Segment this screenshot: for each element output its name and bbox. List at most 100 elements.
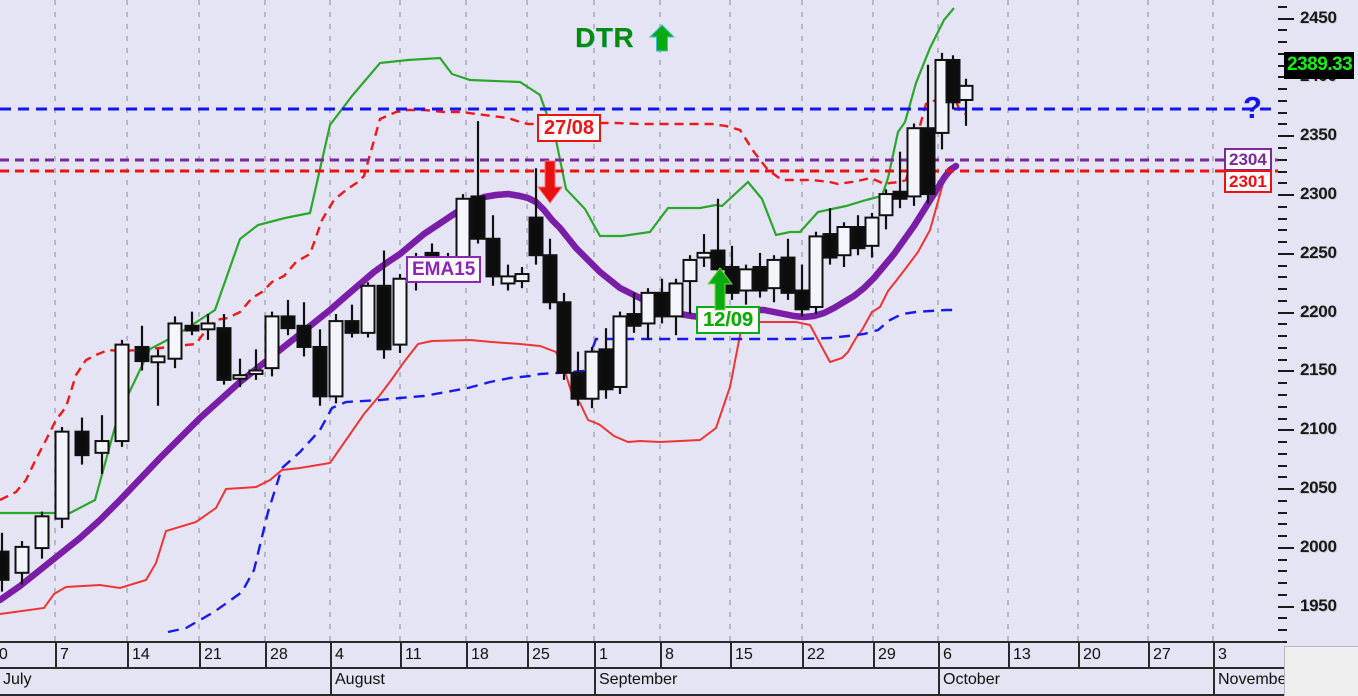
candle-body[interactable] — [612, 315, 628, 388]
candle-body[interactable] — [312, 345, 328, 398]
candle-body[interactable] — [570, 371, 586, 400]
candle-body[interactable] — [710, 249, 726, 271]
y-axis-ticks[interactable]: 2450240023502300225022002150210020502000… — [1278, 0, 1358, 643]
buy-signal-label[interactable]: 12/09 — [696, 306, 761, 334]
y-tick-minor — [1278, 559, 1287, 561]
candle-body[interactable] — [500, 275, 516, 285]
candle-body[interactable] — [470, 195, 486, 240]
x-axis-month-label: November — [1218, 671, 1292, 688]
candle-body[interactable] — [328, 320, 344, 398]
candle-body[interactable] — [584, 350, 600, 400]
y-tick-major — [1278, 135, 1294, 137]
candle-body[interactable] — [696, 251, 712, 259]
candle-body[interactable] — [114, 343, 130, 443]
y-tick-minor — [1278, 570, 1287, 572]
y-tick-minor — [1278, 171, 1287, 173]
candle-body[interactable] — [184, 324, 200, 332]
candle-body[interactable] — [542, 254, 558, 304]
x-axis-day-label: 25 — [532, 646, 550, 663]
x-axis-day-cell[interactable]: 4 — [330, 643, 400, 669]
candle-body[interactable] — [906, 127, 922, 198]
level-tag-2301[interactable]: 2301 — [1224, 170, 1272, 193]
candle-body[interactable] — [376, 284, 392, 351]
candle-body[interactable] — [14, 545, 30, 574]
candle-body[interactable] — [626, 313, 642, 327]
x-axis-month-cell[interactable]: October — [938, 669, 1213, 694]
y-tick-minor — [1278, 323, 1287, 325]
x-axis-day-label: 3 — [1218, 646, 1227, 663]
candle-body[interactable] — [738, 268, 754, 292]
candle-body[interactable] — [296, 324, 312, 348]
candle-body[interactable] — [216, 327, 232, 381]
candle-body[interactable] — [74, 430, 90, 457]
x-axis-day-cell[interactable]: 1 — [594, 643, 660, 669]
candle-body[interactable] — [94, 440, 110, 454]
chart-plot-area[interactable] — [0, 0, 1284, 641]
candle-body[interactable] — [808, 235, 824, 308]
x-axis-day-cell[interactable]: 3 — [1213, 643, 1284, 669]
x-axis-day-cell[interactable]: 21 — [199, 643, 265, 669]
x-axis-month-cell[interactable]: November — [1213, 669, 1292, 694]
candle-body[interactable] — [668, 282, 684, 318]
candle-body[interactable] — [752, 265, 768, 292]
ema15-label[interactable]: EMA15 — [406, 256, 482, 283]
x-axis-month-cell[interactable]: September — [594, 669, 938, 694]
candle-body[interactable] — [200, 322, 216, 331]
x-axis-day-cell[interactable]: 6 — [938, 643, 1008, 669]
sell-signal-label[interactable]: 27/08 — [537, 114, 602, 142]
candle-body[interactable] — [150, 355, 166, 364]
candle-body[interactable] — [280, 315, 296, 330]
x-axis-day-cell[interactable]: 14 — [127, 643, 199, 669]
candle-body[interactable] — [654, 291, 670, 318]
candle-body[interactable] — [598, 348, 614, 391]
x-axis-day-cell[interactable]: 13 — [1008, 643, 1078, 669]
candle-body[interactable] — [864, 216, 880, 247]
x-axis-month-cell[interactable]: July — [0, 669, 330, 694]
x-axis-day-cell[interactable]: 8 — [660, 643, 730, 669]
candle-body[interactable] — [344, 320, 360, 334]
candle-body[interactable] — [392, 277, 408, 346]
y-axis-label: 2350 — [1300, 125, 1337, 144]
candle-body[interactable] — [850, 225, 866, 250]
candle-body[interactable] — [528, 216, 544, 257]
x-axis-day-cell[interactable]: 30 — [0, 643, 55, 669]
candle-body[interactable] — [682, 258, 698, 283]
candle-body[interactable] — [485, 237, 501, 278]
x-axis-day-cell[interactable]: 22 — [802, 643, 873, 669]
candle-body[interactable] — [836, 225, 852, 257]
candle-body[interactable] — [766, 258, 782, 290]
candle-body[interactable] — [34, 515, 50, 550]
candle-body[interactable] — [248, 369, 264, 376]
candle-body[interactable] — [920, 127, 936, 196]
candle-body[interactable] — [514, 273, 530, 283]
x-axis-month-cell[interactable]: August — [330, 669, 594, 694]
x-axis-day-cell[interactable]: 11 — [400, 643, 466, 669]
x-axis-day-cell[interactable]: 18 — [466, 643, 527, 669]
candle-body[interactable] — [360, 284, 376, 334]
series-stop-blue-dashed — [167, 308, 956, 634]
x-axis-day-cell[interactable]: 29 — [873, 643, 938, 669]
x-axis-day-cell[interactable]: 7 — [55, 643, 127, 669]
candle-body[interactable] — [134, 345, 150, 363]
candle-body[interactable] — [556, 301, 572, 374]
candle-body[interactable] — [264, 315, 280, 370]
candle-body[interactable] — [780, 256, 796, 294]
candle-body[interactable] — [167, 322, 183, 360]
candle-body[interactable] — [822, 233, 838, 259]
x-axis-day-cell[interactable]: 28 — [265, 643, 330, 669]
candle-body[interactable] — [794, 289, 810, 311]
candle-body[interactable] — [958, 84, 974, 101]
x-axis-day-cell[interactable]: 20 — [1078, 643, 1148, 669]
candle-body[interactable] — [0, 550, 10, 581]
candle-body[interactable] — [640, 291, 656, 325]
x-axis-day-cell[interactable]: 15 — [730, 643, 802, 669]
x-axis-day-cell[interactable]: 25 — [527, 643, 594, 669]
candle-body[interactable] — [54, 430, 70, 520]
candle-body[interactable] — [232, 374, 248, 380]
x-axis-day-cell[interactable]: 27 — [1148, 643, 1213, 669]
candle-body[interactable] — [878, 193, 894, 217]
x-axis-panel[interactable]: 30714212841118251815222961320273 JulyAug… — [0, 641, 1292, 696]
candle-body[interactable] — [945, 58, 961, 104]
level-tag-2304[interactable]: 2304 — [1224, 148, 1272, 171]
candle-body[interactable] — [892, 190, 908, 200]
